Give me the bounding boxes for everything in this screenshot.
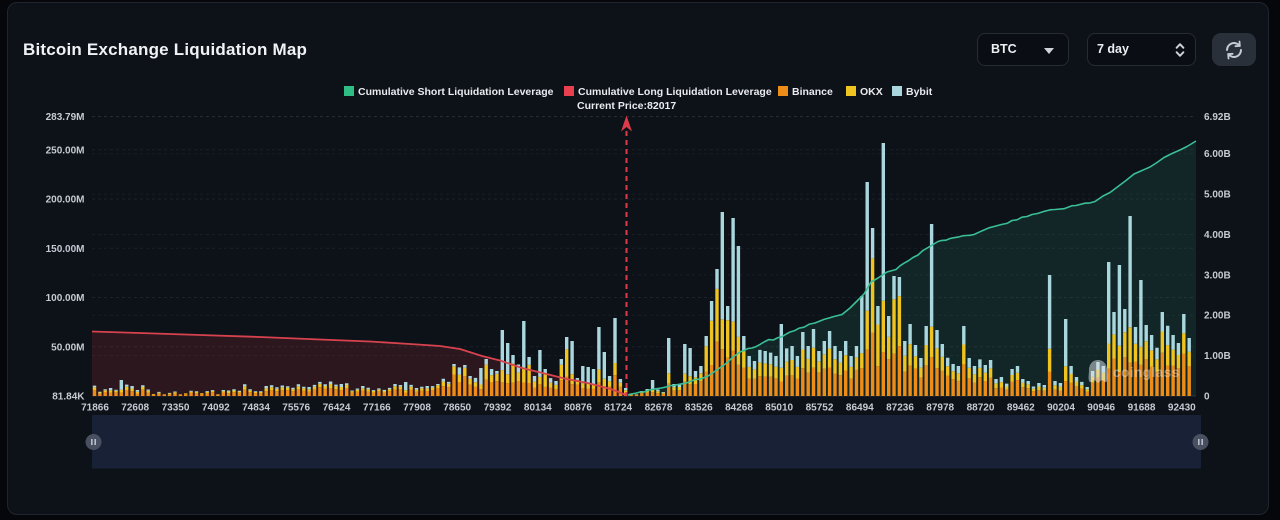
- svg-text:72608: 72608: [121, 403, 149, 414]
- svg-text:80876: 80876: [564, 403, 592, 414]
- svg-text:86494: 86494: [846, 403, 874, 414]
- svg-text:87236: 87236: [886, 403, 914, 414]
- svg-text:76424: 76424: [323, 403, 351, 414]
- svg-text:87978: 87978: [926, 403, 954, 414]
- svg-text:283.79M: 283.79M: [46, 112, 85, 123]
- svg-text:73350: 73350: [162, 403, 190, 414]
- svg-text:6.00B: 6.00B: [1204, 149, 1231, 160]
- svg-text:71866: 71866: [81, 403, 109, 414]
- svg-text:2.00B: 2.00B: [1204, 311, 1231, 322]
- svg-text:90204: 90204: [1047, 403, 1075, 414]
- svg-text:100.00M: 100.00M: [46, 293, 85, 304]
- svg-text:85010: 85010: [765, 403, 793, 414]
- svg-text:0: 0: [1204, 392, 1210, 403]
- svg-text:83526: 83526: [685, 403, 713, 414]
- svg-text:50.00M: 50.00M: [51, 342, 84, 353]
- svg-text:6.92B: 6.92B: [1204, 112, 1231, 123]
- svg-text:74092: 74092: [202, 403, 230, 414]
- svg-text:3.00B: 3.00B: [1204, 270, 1231, 281]
- svg-text:81724: 81724: [604, 403, 632, 414]
- svg-text:92430: 92430: [1168, 403, 1196, 414]
- svg-text:90946: 90946: [1087, 403, 1115, 414]
- svg-text:77908: 77908: [403, 403, 431, 414]
- svg-text:coinglass: coinglass: [1113, 365, 1180, 380]
- svg-text:78650: 78650: [443, 403, 471, 414]
- svg-text:80134: 80134: [524, 403, 552, 414]
- svg-text:81.84K: 81.84K: [52, 392, 85, 403]
- svg-text:79392: 79392: [484, 403, 512, 414]
- svg-text:77166: 77166: [363, 403, 391, 414]
- svg-text:82678: 82678: [645, 403, 673, 414]
- svg-text:75576: 75576: [282, 403, 310, 414]
- svg-text:91688: 91688: [1128, 403, 1156, 414]
- svg-text:88720: 88720: [967, 403, 995, 414]
- svg-text:85752: 85752: [806, 403, 834, 414]
- svg-text:5.00B: 5.00B: [1204, 190, 1231, 201]
- svg-text:74834: 74834: [242, 403, 270, 414]
- svg-text:250.00M: 250.00M: [46, 145, 85, 156]
- svg-text:4.00B: 4.00B: [1204, 230, 1231, 241]
- svg-text:200.00M: 200.00M: [46, 195, 85, 206]
- svg-text:150.00M: 150.00M: [46, 244, 85, 255]
- svg-text:1.00B: 1.00B: [1204, 351, 1231, 362]
- svg-text:89462: 89462: [1007, 403, 1035, 414]
- svg-text:84268: 84268: [725, 403, 753, 414]
